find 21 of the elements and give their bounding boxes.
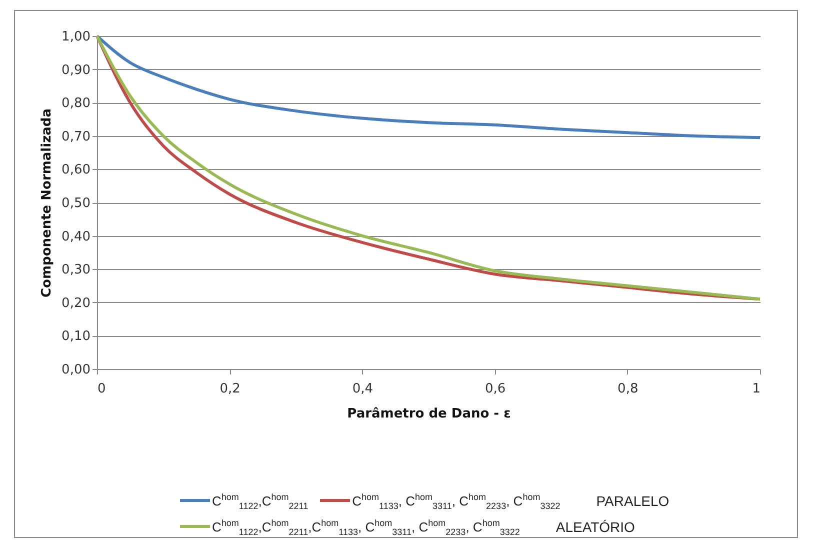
y-tick-label: 0,80: [62, 96, 90, 112]
y-axis-title: Componente Normalizada: [40, 108, 55, 298]
text: PARALELO: [596, 493, 670, 509]
text: ALEATÓRIO: [556, 519, 635, 535]
x-tick-label: 0,2: [220, 382, 240, 396]
x-tick-label: 0,8: [618, 382, 638, 396]
x-tick-label: 1: [752, 382, 760, 396]
y-tick-label: 0,30: [62, 262, 90, 278]
y-tick-label: 0,50: [62, 196, 90, 211]
y-tick-label: 0,60: [62, 162, 90, 178]
x-tick-label: 0,4: [352, 382, 374, 396]
x-axis-title: Parâmetro de Dano - ε: [347, 406, 511, 422]
x-tick-label: 0,6: [484, 382, 506, 396]
y-tick-label: 1,00: [62, 30, 90, 44]
y-tick-label: 0,10: [62, 329, 90, 344]
y-tick-label: 0,20: [62, 296, 90, 311]
y-tick-label: 0,70: [62, 129, 90, 144]
x-tick-label: 0: [98, 382, 106, 396]
y-tick-label: 0,00: [62, 362, 90, 378]
y-tick-label: 0,40: [62, 229, 90, 244]
y-tick-label: 0,90: [62, 62, 90, 78]
